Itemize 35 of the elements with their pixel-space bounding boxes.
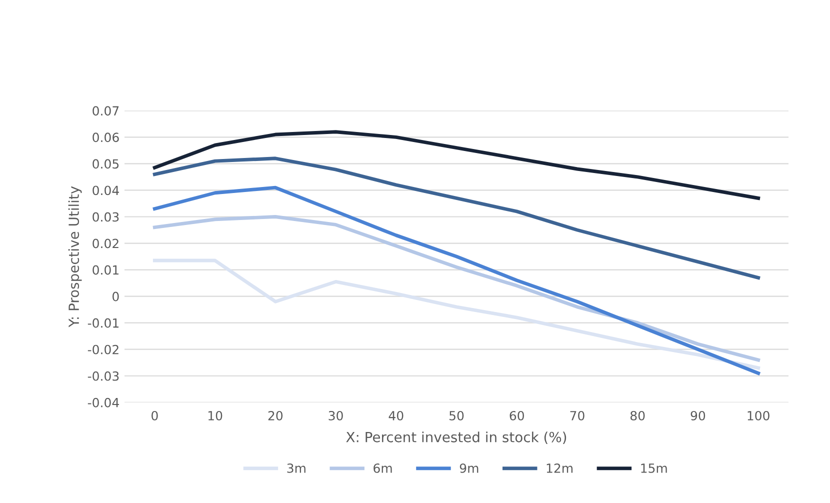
x-tick-label: 80 — [630, 410, 645, 420]
y-tick-label: 0.04 — [92, 186, 119, 196]
x-tick-label: 40 — [388, 410, 404, 420]
legend-label: 6m — [374, 463, 392, 473]
y-tick-label: 0.05 — [92, 159, 119, 169]
legend-label: 9m — [460, 463, 478, 473]
x-tick-label: 10 — [208, 410, 222, 420]
y-tick-label: 0 — [112, 292, 119, 302]
x-tick-label: 70 — [570, 410, 584, 420]
x-tick-label: 90 — [690, 410, 706, 420]
y-tick-label: 0.07 — [92, 106, 119, 116]
y-tick-label: -0.03 — [88, 371, 119, 381]
x-tick-label: 0 — [152, 410, 158, 420]
y-tick-label: -0.04 — [88, 398, 119, 408]
y-tick-label: 0.06 — [92, 132, 119, 142]
x-tick-label: 30 — [328, 410, 343, 420]
line-series — [152, 130, 760, 200]
legend-label: 15m — [641, 464, 667, 473]
y-tick-label: -0.01 — [88, 318, 118, 328]
y-tick-label: -0.02 — [88, 344, 118, 354]
y-tick-label: 0.01 — [92, 265, 118, 275]
legend-label: 3m — [287, 463, 306, 473]
x-axis-title: X: Percent invested in stock (%) — [346, 432, 566, 444]
x-tick-label: 60 — [510, 410, 524, 420]
line-series — [152, 258, 760, 370]
line-series — [152, 215, 760, 362]
y-tick-label: 0.03 — [92, 212, 119, 222]
x-tick-label: 100 — [748, 410, 770, 420]
x-tick-label: 50 — [450, 410, 464, 420]
line-series — [152, 156, 760, 280]
y-tick-label: 0.02 — [92, 238, 118, 248]
legend-label: 12m — [546, 463, 573, 473]
line-series — [152, 186, 760, 375]
x-tick-label: 20 — [268, 410, 283, 420]
y-axis-title: Y: Prospective Utility — [68, 186, 82, 328]
